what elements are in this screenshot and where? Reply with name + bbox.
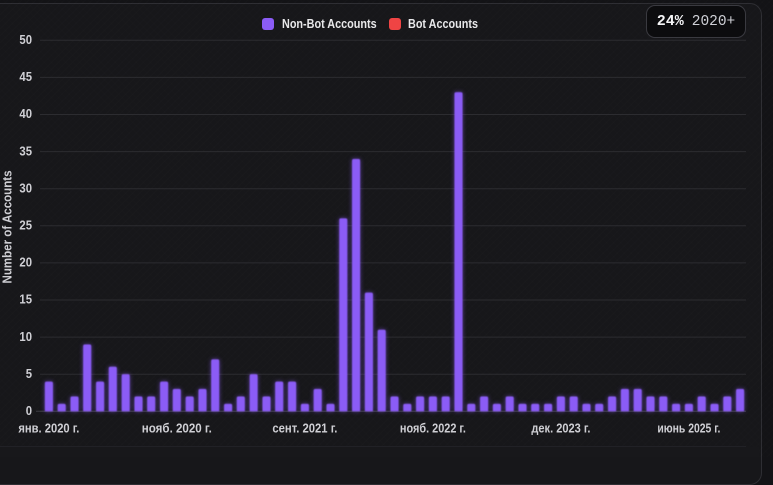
svg-text:сент. 2021 г.: сент. 2021 г. — [272, 422, 337, 436]
svg-text:40: 40 — [19, 107, 32, 121]
svg-text:45: 45 — [19, 70, 32, 84]
svg-text:Number of Accounts: Number of Accounts — [1, 170, 15, 283]
svg-text:25: 25 — [19, 219, 32, 233]
svg-text:35: 35 — [19, 144, 32, 158]
svg-text:нояб. 2022 г.: нояб. 2022 г. — [400, 422, 466, 436]
svg-text:0: 0 — [26, 404, 32, 418]
svg-text:5: 5 — [26, 367, 32, 381]
svg-text:дек. 2023 г.: дек. 2023 г. — [531, 422, 590, 436]
svg-text:15: 15 — [19, 293, 32, 307]
svg-text:10: 10 — [19, 330, 32, 344]
svg-text:50: 50 — [19, 33, 32, 47]
svg-text:янв. 2020 г.: янв. 2020 г. — [18, 422, 79, 436]
svg-text:30: 30 — [19, 181, 32, 195]
svg-text:июнь 2025 г.: июнь 2025 г. — [657, 422, 720, 436]
svg-text:нояб. 2020 г.: нояб. 2020 г. — [142, 422, 212, 436]
svg-text:20: 20 — [19, 256, 32, 270]
